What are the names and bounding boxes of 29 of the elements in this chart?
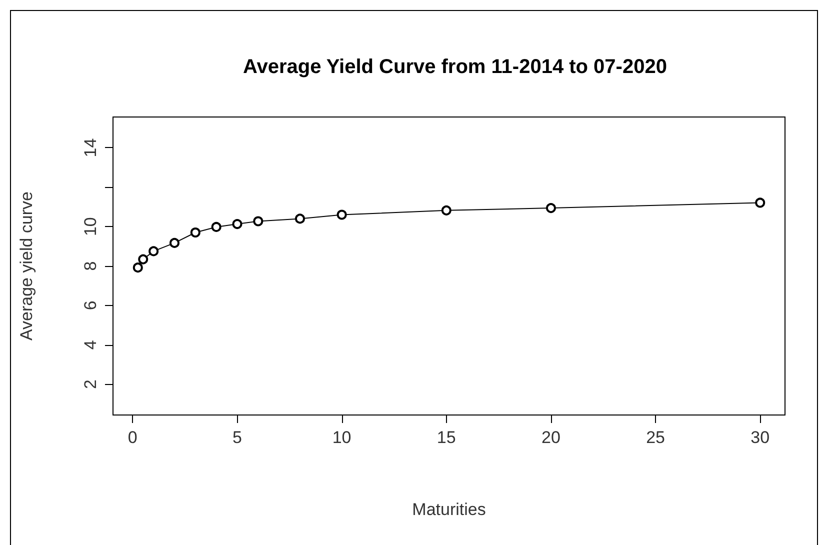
y-tick-label: 6 xyxy=(81,300,100,310)
point xyxy=(148,246,159,256)
y-axis-title: Average yield curve xyxy=(17,192,36,340)
point xyxy=(546,203,556,214)
x-tick-label: 5 xyxy=(232,428,242,447)
y-tick-label: 8 xyxy=(81,261,100,271)
point xyxy=(441,205,452,216)
point xyxy=(253,216,264,226)
point xyxy=(755,198,766,208)
x-tick-label: 15 xyxy=(436,428,456,447)
x-tick-label: 10 xyxy=(332,428,352,447)
point xyxy=(336,210,347,220)
y-tick-label: 2 xyxy=(81,380,100,389)
point xyxy=(132,262,143,273)
point xyxy=(138,254,148,264)
x-tick-label: 30 xyxy=(750,428,770,447)
y-tick-label: 14 xyxy=(81,138,100,158)
point xyxy=(294,214,305,224)
point xyxy=(170,238,180,248)
x-axis-title: Maturities xyxy=(412,500,486,519)
point xyxy=(190,227,200,238)
x-tick-label: 20 xyxy=(542,428,560,447)
point xyxy=(232,219,242,230)
point xyxy=(211,222,222,232)
y-tick-label: 10 xyxy=(81,217,100,236)
chart-title: Average Yield Curve from 11-2014 to 07-2020 xyxy=(243,56,667,78)
x-tick-label: 0 xyxy=(128,428,138,447)
x-tick-label: 25 xyxy=(646,428,665,447)
y-tick-label: 4 xyxy=(81,340,100,350)
